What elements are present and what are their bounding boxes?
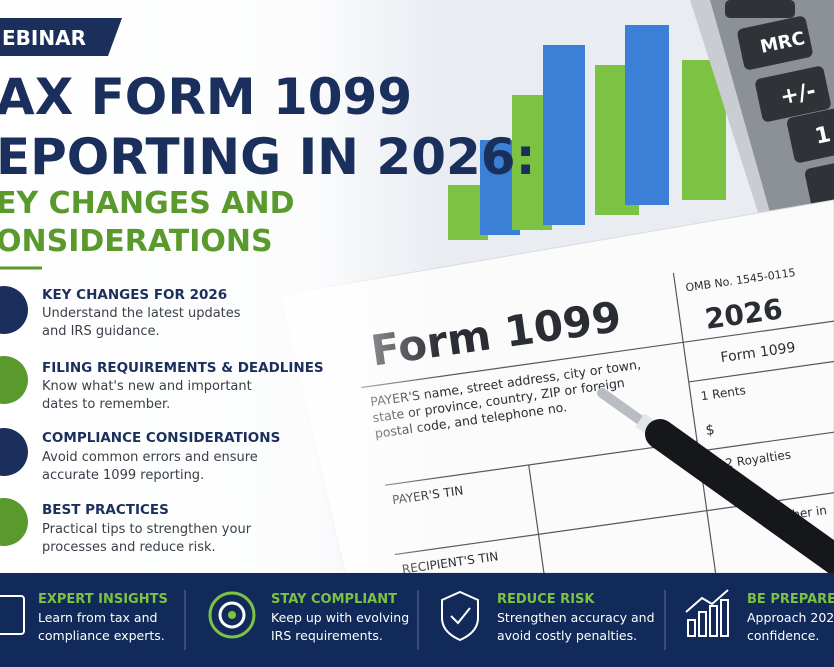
decor-chart — [448, 25, 726, 240]
item-desc: Practical tips to strengthen your process… — [42, 521, 251, 557]
text: Understand the latest updates — [42, 306, 241, 321]
feature-icon — [208, 591, 256, 639]
text: Practical tips to strengthen your — [42, 522, 252, 537]
text: confidence. — [747, 628, 820, 643]
feature-desc: Approach 202 confidence. — [747, 609, 834, 645]
text: Know what's new and important — [42, 379, 252, 394]
item-title: KEY CHANGES FOR 2026 — [42, 287, 228, 303]
item-desc: Know what's new and important dates to re… — [42, 378, 252, 414]
text: processes and reduce risk. — [42, 540, 216, 555]
item-icon — [0, 498, 28, 546]
item-icon — [0, 286, 28, 334]
feature-title: REDUCE RISK — [497, 592, 595, 607]
text: accurate 1099 reporting. — [42, 468, 205, 483]
text: IRS requirements. — [271, 628, 383, 643]
text: Strengthen accuracy and — [497, 610, 655, 625]
text: Approach 202 — [747, 610, 834, 625]
item-title: COMPLIANCE CONSIDERATIONS — [42, 430, 281, 446]
text: avoid costly penalties. — [497, 628, 638, 643]
item-icon — [0, 428, 28, 476]
item-icon — [0, 356, 28, 404]
calculator: MRC +/- 1 — [690, 0, 834, 270]
feature-desc: Learn from tax and compliance experts. — [38, 609, 165, 645]
feature-title: STAY COMPLIANT — [271, 592, 397, 607]
feature-icon — [441, 590, 479, 642]
text: Learn from tax and — [38, 610, 158, 625]
title-line: EPORTING IN 2026: — [0, 128, 536, 186]
text: dates to remember. — [42, 397, 171, 412]
text: Avoid common errors and ensure — [42, 450, 258, 465]
pen — [597, 388, 834, 577]
calc-key: 1 — [813, 122, 833, 150]
badge-shape — [0, 18, 122, 56]
text: Keep up with evolving — [271, 610, 410, 625]
item-desc: Avoid common errors and ensure accurate 1… — [42, 449, 258, 485]
form-dollar: $ — [705, 422, 716, 439]
text: and IRS guidance. — [42, 324, 160, 339]
feature-icon — [0, 595, 25, 635]
feature-desc: Strengthen accuracy and avoid costly pena… — [497, 609, 655, 645]
feature-icon — [685, 589, 729, 637]
item-title: BEST PRACTICES — [42, 502, 169, 518]
form-rents: 1 Rents — [700, 383, 747, 403]
feature-title: BE PREPARED — [747, 592, 834, 607]
badge: EBINAR — [2, 26, 86, 50]
title-line: AX FORM 1099 — [0, 68, 413, 126]
fade-panel — [0, 0, 440, 573]
text: compliance experts. — [38, 628, 165, 643]
item-desc: Understand the latest updates and IRS gui… — [42, 305, 241, 341]
item-title: FILING REQUIREMENTS & DEADLINES — [42, 360, 324, 376]
subtitle-line: ONSIDERATIONS — [0, 224, 273, 259]
subtitle-line: EY CHANGES AND — [0, 186, 295, 221]
feature-desc: Keep up with evolving IRS requirements. — [271, 609, 409, 645]
feature-title: EXPERT INSIGHTS — [38, 592, 168, 607]
